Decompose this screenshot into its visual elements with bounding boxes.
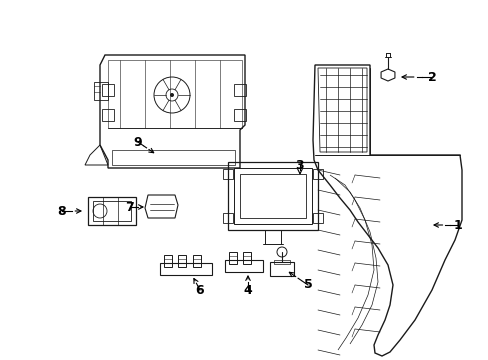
Bar xyxy=(94,82,108,100)
Bar xyxy=(193,255,201,267)
Bar xyxy=(223,213,232,223)
Bar xyxy=(160,263,212,275)
Text: 6: 6 xyxy=(195,284,204,297)
Text: 1: 1 xyxy=(453,219,462,231)
Bar xyxy=(163,255,172,267)
Bar xyxy=(224,260,263,272)
Text: 8: 8 xyxy=(58,204,66,217)
Bar xyxy=(88,197,136,225)
Text: 4: 4 xyxy=(243,284,252,297)
Bar xyxy=(234,168,311,224)
Text: 3: 3 xyxy=(295,158,304,171)
Bar xyxy=(102,84,114,96)
Bar xyxy=(312,169,323,179)
Bar xyxy=(102,109,114,121)
Bar xyxy=(223,169,232,179)
Text: 2: 2 xyxy=(427,71,435,84)
Text: 7: 7 xyxy=(125,201,134,213)
Text: 9: 9 xyxy=(133,135,142,149)
Bar xyxy=(243,252,250,264)
Circle shape xyxy=(170,93,174,97)
Bar xyxy=(178,255,185,267)
Bar xyxy=(234,109,245,121)
Bar xyxy=(234,84,245,96)
Bar xyxy=(240,174,305,218)
Bar xyxy=(273,260,289,264)
Bar xyxy=(312,213,323,223)
Bar xyxy=(228,252,237,264)
Text: 5: 5 xyxy=(303,279,312,292)
Bar xyxy=(269,262,293,276)
Bar xyxy=(93,201,131,221)
Bar xyxy=(227,162,317,230)
